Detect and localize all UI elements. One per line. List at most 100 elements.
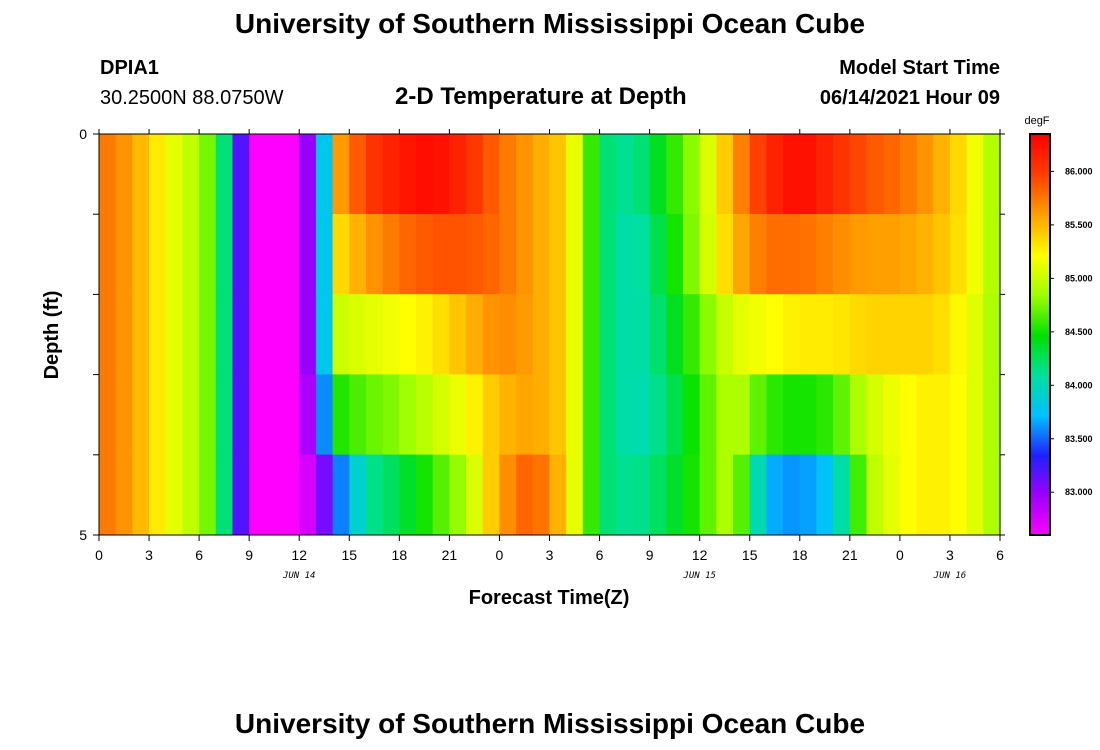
heatmap-cell: [99, 294, 117, 375]
colorbar-segment: [1030, 386, 1050, 390]
colorbar-segment: [1030, 262, 1050, 265]
colorbar-segment: [1030, 510, 1050, 514]
colorbar-segment: [1030, 156, 1050, 159]
heatmap-cell: [983, 454, 1001, 536]
heatmap-cell: [766, 294, 784, 375]
heatmap-cell: [599, 294, 617, 375]
colorbar-segment: [1030, 228, 1050, 231]
colorbar-segment: [1030, 304, 1050, 308]
heatmap-cell: [733, 454, 751, 536]
colorbar-segment: [1030, 152, 1050, 155]
heatmap-cell: [899, 294, 918, 375]
colorbar-segment: [1030, 440, 1050, 444]
colorbar-segment: [1030, 380, 1050, 384]
colorbar-segment: [1030, 452, 1050, 456]
colorbar-segment: [1030, 520, 1050, 524]
colorbar-segment: [1030, 376, 1050, 380]
heatmap-cell: [165, 374, 184, 455]
heatmap-cell: [232, 133, 250, 215]
heatmap-cell: [149, 374, 167, 455]
x-tick-label: 9: [646, 547, 654, 563]
colorbar-segment: [1030, 412, 1050, 416]
colorbar-segment: [1030, 370, 1050, 374]
heatmap-cell: [649, 294, 667, 375]
heatmap-cell: [716, 214, 734, 295]
colorbar-segment: [1030, 432, 1050, 436]
x-tick-label: 3: [946, 547, 954, 563]
heatmap-cell: [766, 133, 784, 215]
x-axis: 0 3 6 9 12 15 18 21 0 3 6 9 12 15 18 21 0 3 6 JUN 14 JUN 15 J…: [95, 129, 1004, 581]
heatmap-cell: [816, 374, 834, 455]
heatmap-cell: [499, 214, 517, 295]
colorbar-segment: [1030, 468, 1050, 472]
x-tick-label: 6: [996, 547, 1004, 563]
heatmap-cell: [783, 374, 801, 455]
colorbar-frame: [1029, 133, 1051, 536]
heatmap-cell: [532, 374, 551, 455]
colorbar-segment: [1030, 144, 1050, 147]
heatmap-cell: [299, 454, 317, 536]
colorbar-segment: [1030, 308, 1050, 312]
heatmap-cell: [616, 294, 634, 375]
heatmap-cell: [616, 374, 634, 455]
heatmap-cell: [399, 454, 417, 536]
colorbar-segment: [1030, 310, 1050, 314]
colorbar-segment: [1030, 414, 1050, 418]
y-tick-label: 5: [79, 527, 87, 543]
colorbar-segment: [1030, 366, 1050, 370]
x-axis-label: Forecast Time(Z): [469, 587, 630, 609]
plot-title: 2-D Temperature at Depth: [395, 83, 687, 110]
heatmap-cell: [549, 214, 567, 295]
heatmap-cell: [499, 454, 517, 536]
heatmap-cell: [482, 294, 501, 375]
colorbar-segment: [1030, 182, 1050, 185]
colorbar-tick-label: 85.500: [1065, 220, 1093, 230]
heatmap-cell: [165, 133, 184, 215]
heatmap-cell: [566, 454, 584, 536]
heatmap-cell: [132, 133, 150, 215]
heatmap-cell: [933, 133, 951, 215]
page-title-top: University of Southern Mississippi Ocean…: [234, 8, 866, 39]
colorbar-segment: [1030, 198, 1050, 201]
colorbar-segment: [1030, 240, 1050, 243]
heatmap-cell: [315, 133, 334, 215]
colorbar-segment: [1030, 254, 1050, 257]
colorbar-segment: [1030, 258, 1050, 261]
colorbar-segment: [1030, 472, 1050, 476]
colorbar-segment: [1030, 302, 1050, 306]
heatmap-cell: [349, 133, 367, 215]
colorbar-segment: [1030, 436, 1050, 440]
heatmap-cell: [165, 454, 184, 536]
heatmap-cell: [365, 374, 384, 455]
colorbar-segment: [1030, 404, 1050, 408]
colorbar-segment: [1030, 514, 1050, 518]
colorbar-segment: [1030, 208, 1050, 211]
colorbar-segment: [1030, 186, 1050, 189]
colorbar-segment: [1030, 336, 1050, 340]
colorbar-segment: [1030, 506, 1050, 510]
heatmap-cell: [733, 294, 751, 375]
colorbar-tick-label: 84.000: [1065, 380, 1093, 390]
colorbar-segment: [1030, 146, 1050, 149]
heatmap-cell: [149, 133, 167, 215]
station-coordinates: 30.2500N 88.0750W: [100, 87, 284, 109]
colorbar-segment: [1030, 244, 1050, 247]
heatmap-cell: [115, 214, 133, 295]
colorbar-segment: [1030, 362, 1050, 366]
heatmap-cell: [499, 374, 517, 455]
colorbar-segment: [1030, 296, 1050, 299]
colorbar-segment: [1030, 354, 1050, 358]
heatmap-cell: [933, 294, 951, 375]
colorbar-segment: [1030, 242, 1050, 245]
colorbar-segment: [1030, 192, 1050, 195]
heatmap-cell: [883, 133, 901, 215]
heatmap-cell: [716, 294, 734, 375]
heatmap-cell: [983, 374, 1001, 455]
heatmap-cell: [416, 374, 434, 455]
heatmap-cell: [816, 454, 834, 536]
heatmap-cell: [949, 374, 968, 455]
heatmap-cell: [749, 133, 768, 215]
colorbar-segment: [1030, 360, 1050, 364]
heatmap-cell: [215, 454, 234, 536]
heatmap-cell: [799, 454, 818, 536]
